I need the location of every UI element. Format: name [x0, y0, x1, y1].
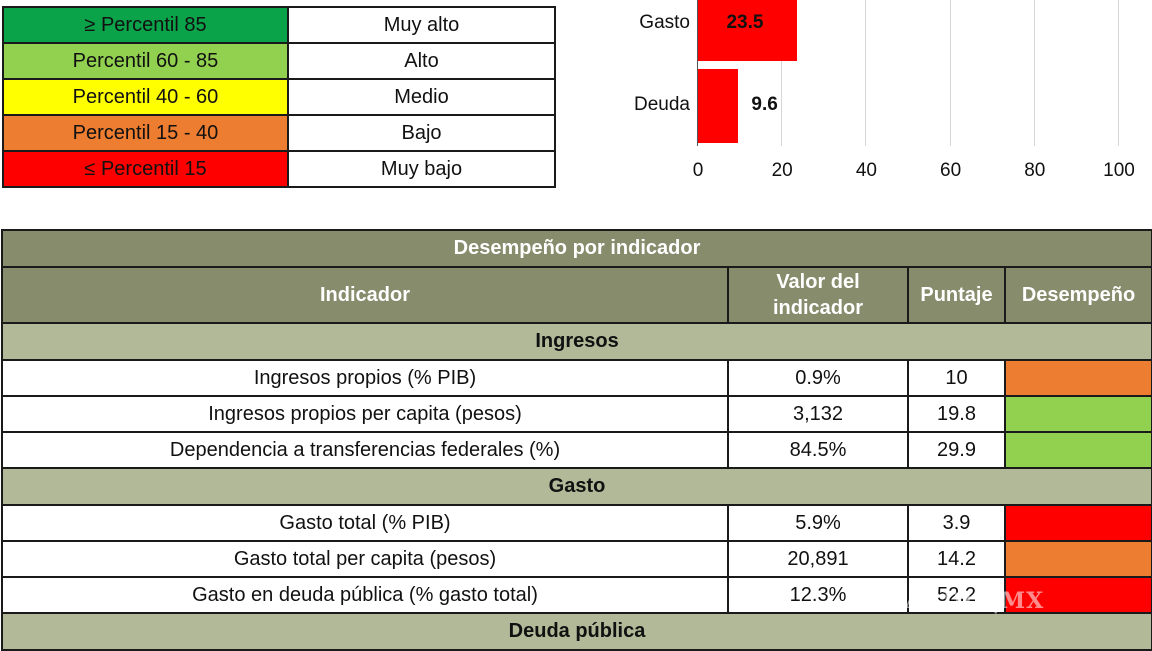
performance-swatch	[1003, 504, 1152, 542]
indicator-name: Ingresos propios (% PIB)	[1, 359, 729, 397]
indicator-value: 0.9%	[727, 359, 909, 397]
header-indicador: Indicador	[1, 266, 729, 324]
section-title: Ingresos	[0, 322, 1152, 361]
indicator-name: Ingresos propios per capita (pesos)	[1, 395, 729, 433]
bar-deuda	[698, 69, 739, 143]
indicator-score: 19.8	[907, 395, 1006, 433]
section-row: Ingresos	[0, 322, 1152, 361]
legend-row: Percentil 15 - 40 Bajo	[2, 114, 556, 152]
section-title: Gasto	[0, 467, 1152, 506]
indicator-value: 84.5%	[727, 431, 909, 469]
table-header-row: Indicador Valor del indicador Puntaje De…	[1, 266, 1152, 324]
indicator-score: 3.9	[907, 504, 1006, 542]
gridline	[865, 0, 867, 146]
legend-label: Muy alto	[287, 6, 556, 44]
section-title: Deuda pública	[0, 612, 1152, 651]
table-title-row: Desempeño por indicador	[0, 229, 1152, 268]
score-bar-chart: 0 20 40 60 80 100 Gasto 23.5 Deuda 9.6	[600, 0, 1152, 200]
legend-swatch: ≥ Percentil 85	[2, 6, 289, 44]
legend-label: Medio	[287, 78, 556, 116]
indicator-name: Gasto total per capita (pesos)	[1, 540, 729, 578]
indicator-score: 14.2	[907, 540, 1006, 578]
table-row: Ingresos propios (% PIB) 0.9% 10	[1, 359, 1152, 397]
legend-row: ≥ Percentil 85 Muy alto	[2, 6, 556, 44]
header-puntaje: Puntaje	[907, 266, 1006, 324]
indicator-name: Gasto total (% PIB)	[1, 504, 729, 542]
gridline	[1033, 0, 1035, 146]
legend-swatch: Percentil 60 - 85	[2, 42, 289, 80]
legend-label: Bajo	[287, 114, 556, 152]
gridline	[949, 0, 951, 146]
legend-swatch: ≤ Percentil 15	[2, 150, 289, 188]
indicator-name: Dependencia a transferencias federales (…	[1, 431, 729, 469]
table-row: Gasto total per capita (pesos) 20,891 14.2	[1, 540, 1152, 578]
gridline	[781, 0, 783, 146]
indicator-score: 29.9	[907, 431, 1006, 469]
table-row: Gasto en deuda pública (% gasto total) 12…	[1, 576, 1152, 614]
legend-row: ≤ Percentil 15 Muy bajo	[2, 150, 556, 188]
indicator-score: 10	[907, 359, 1006, 397]
legend-row: Percentil 60 - 85 Alto	[2, 42, 556, 80]
legend-row: Percentil 40 - 60 Medio	[2, 78, 556, 116]
data-label: 9.6	[751, 94, 778, 115]
performance-swatch	[1003, 395, 1152, 433]
table-row: Gasto total (% PIB) 5.9% 3.9	[1, 504, 1152, 542]
indicator-performance-table: Desempeño por indicador Indicador Valor …	[0, 229, 1152, 651]
indicator-value: 12.3%	[727, 576, 909, 614]
table-row: Dependencia a transferencias federales (…	[1, 431, 1152, 469]
indicator-value: 3,132	[727, 395, 909, 433]
y-axis-line	[697, 0, 698, 146]
legend-swatch: Percentil 15 - 40	[2, 114, 289, 152]
gridline	[1118, 0, 1119, 146]
performance-swatch	[1003, 359, 1152, 397]
indicator-score: 52.2	[907, 576, 1006, 614]
legend-label: Muy bajo	[287, 150, 556, 188]
header-valor: Valor del indicador	[727, 266, 909, 324]
section-row: Deuda pública	[0, 612, 1152, 651]
category-label: Gasto	[639, 12, 690, 33]
section-row: Gasto	[0, 467, 1152, 506]
table-title: Desempeño por indicador	[0, 229, 1152, 268]
indicator-value: 20,891	[727, 540, 909, 578]
performance-swatch	[1003, 540, 1152, 578]
x-tick-label: 0	[692, 160, 704, 181]
bar-gasto	[698, 0, 797, 61]
legend-label: Alto	[287, 42, 556, 80]
category-label: Deuda	[634, 94, 690, 115]
percentile-legend: ≥ Percentil 85 Muy alto Percentil 60 - 85 A…	[2, 6, 556, 188]
indicator-value: 5.9%	[727, 504, 909, 542]
performance-swatch	[1003, 576, 1152, 614]
performance-swatch	[1003, 431, 1152, 469]
header-desempeno: Desempeño	[1003, 266, 1152, 324]
indicator-name: Gasto en deuda pública (% gasto total)	[1, 576, 729, 614]
data-label: 23.5	[726, 12, 764, 33]
watermark: ARDIA|MX	[905, 588, 1045, 614]
x-tick-label: 40	[855, 160, 877, 181]
x-tick-label: 100	[1103, 160, 1135, 181]
table-row: Ingresos propios per capita (pesos) 3,132…	[1, 395, 1152, 433]
x-tick-label: 80	[1024, 160, 1046, 181]
x-tick-label: 60	[940, 160, 962, 181]
legend-swatch: Percentil 40 - 60	[2, 78, 289, 116]
x-tick-label: 20	[771, 160, 793, 181]
